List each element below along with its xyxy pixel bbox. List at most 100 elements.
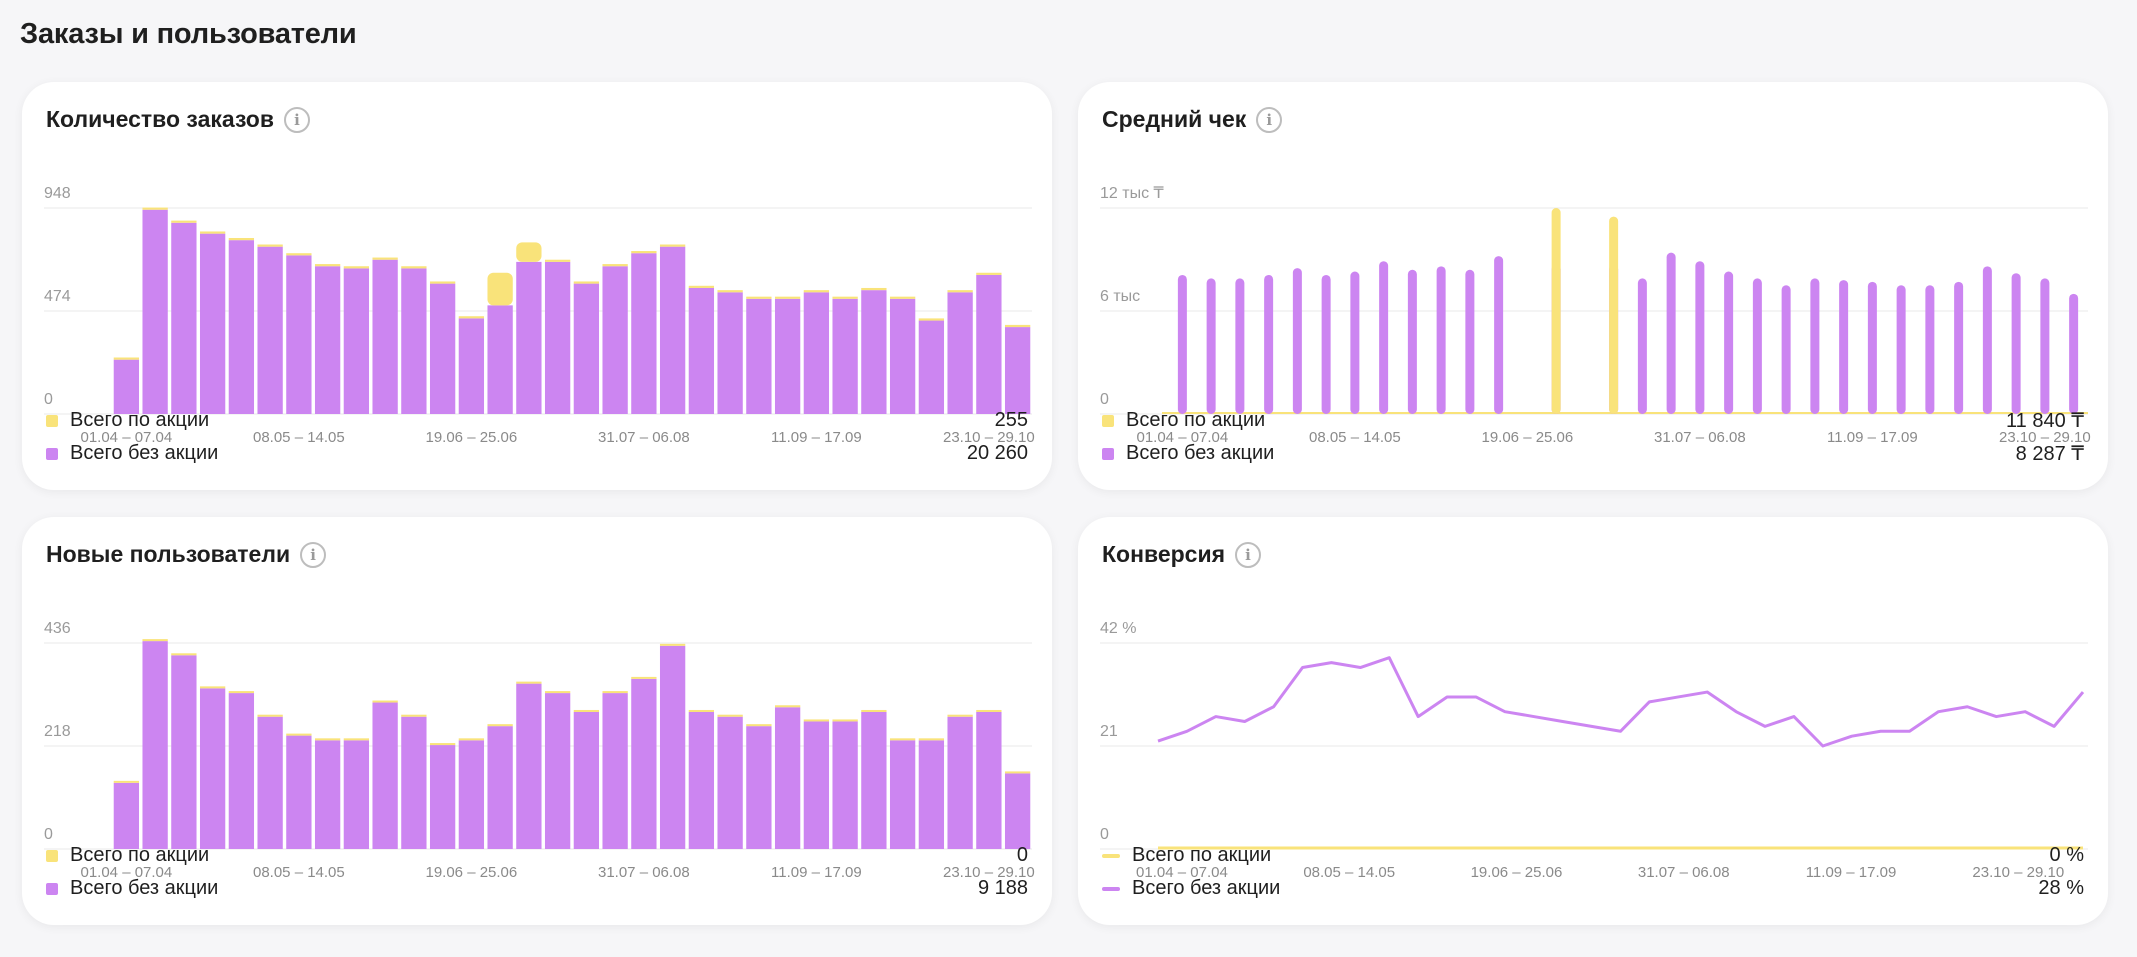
bar-promo (659, 244, 686, 247)
bar-promo (343, 738, 370, 741)
bar-promo (717, 714, 743, 717)
regular-marker (1102, 447, 1114, 460)
bar-promo (573, 281, 600, 284)
legend-value: 255 (994, 409, 1028, 431)
bar-promo (717, 290, 743, 293)
bar-regular (889, 740, 916, 849)
legend-row-regular[interactable]: Всего без акции 20 260 (46, 437, 1028, 470)
orders-title-text: Количество заказов (46, 106, 274, 132)
legend-row-promo[interactable]: Всего по акции 0 (46, 839, 1028, 872)
bar-promo (401, 266, 427, 269)
legend-row-regular[interactable]: Всего без акции 28 % (1102, 872, 2084, 905)
bar-promo (746, 296, 772, 299)
bar-promo (544, 259, 571, 262)
bar-promo (631, 676, 657, 679)
new-users-legend: Всего по акции 0 Всего без акции 9 188 (46, 839, 1028, 905)
bar-regular (1494, 256, 1504, 414)
bar-regular (746, 726, 772, 849)
y-tick-label: 6 тыс (1100, 288, 1140, 305)
avg-check-card: Средний чек i 12 тыс ₸ 6 тыс 0 01.04 – 07.0… (1078, 82, 2108, 490)
legend-label: Всего без акции (70, 442, 219, 464)
bar-regular (2069, 293, 2079, 414)
x-tick-label: 01.04 – 07.04 (80, 864, 172, 881)
bar-regular (861, 290, 887, 414)
legend-value: 8 287 ₸ (2015, 443, 2084, 465)
info-icon[interactable]: i (1235, 541, 1262, 568)
bar-promo (1609, 216, 1619, 414)
bar-regular (171, 655, 197, 849)
y-tick-label: 0 (1100, 826, 1109, 843)
orders-legend: Всего по акции 255 Всего без акции 20 26… (46, 404, 1028, 470)
x-tick-label: 31.07 – 06.08 (1654, 429, 1746, 446)
bar-promo (228, 237, 255, 241)
bar-promo (544, 691, 571, 694)
bar-promo (113, 780, 140, 783)
regular-line (1157, 656, 2085, 748)
bar-regular (1839, 280, 1849, 414)
bar-promo (659, 643, 686, 646)
info-icon[interactable]: i (284, 106, 310, 133)
x-tick-label: 19.06 – 25.06 (1471, 864, 1563, 881)
bar-regular (458, 318, 485, 414)
bar-promo (631, 251, 657, 254)
bar-regular (918, 740, 945, 849)
bar-regular (832, 298, 858, 414)
bar-regular (142, 209, 168, 414)
orders-card-title: Количество заказов i (46, 106, 310, 133)
conversion-title-text: Конверсия (1102, 541, 1226, 567)
legend-label: Всего без акции (1126, 442, 1275, 464)
bar-regular (257, 246, 283, 414)
info-icon[interactable]: i (300, 541, 327, 568)
bar-promo (142, 207, 168, 210)
legend-row-regular[interactable]: Всего без акции 8 287 ₸ (1102, 437, 2084, 470)
x-tick-label: 23.10 – 29.10 (943, 864, 1035, 881)
bar-promo (171, 220, 197, 223)
legend-value: 9 188 (977, 877, 1028, 899)
bar-promo (746, 724, 772, 727)
bar-promo (1004, 324, 1031, 328)
new-users-card: Новые пользователи i 436 218 0 01.04 – 07.0… (22, 517, 1052, 925)
bar-promo (314, 264, 341, 267)
bar-regular (631, 253, 657, 414)
x-tick-label: 23.10 – 29.10 (1999, 429, 2091, 446)
bar-regular (1436, 266, 1446, 414)
legend-row-promo[interactable]: Всего по акции 255 (46, 404, 1028, 437)
x-tick-label: 11.09 – 17.09 (1827, 429, 1918, 446)
y-tick-label: 948 (44, 185, 71, 202)
info-icon[interactable]: i (1256, 106, 1283, 133)
bar-regular (1695, 261, 1705, 414)
bar-regular (2011, 273, 2021, 414)
bar-promo (458, 738, 485, 741)
bar-regular (947, 292, 973, 414)
x-tick-label: 23.10 – 29.10 (943, 429, 1035, 446)
bar-regular (458, 740, 485, 849)
y-tick-label: 0 (44, 826, 53, 843)
bar-regular (401, 268, 427, 414)
bar-regular (487, 305, 513, 414)
bar-regular (1896, 285, 1906, 414)
bar-regular (746, 298, 772, 414)
bar-regular (314, 266, 341, 414)
bar-regular (314, 740, 341, 849)
legend-row-promo[interactable]: Всего по акции 0 % (1102, 839, 2084, 872)
bar-regular (573, 283, 600, 414)
promo-marker (1102, 414, 1114, 427)
x-tick-label: 31.07 – 06.08 (598, 429, 690, 446)
bar-regular (1925, 285, 1935, 414)
bar-promo (947, 290, 973, 293)
legend-row-promo[interactable]: Всего по акции 11 840 ₸ (1102, 404, 2084, 437)
bar-promo (573, 709, 600, 712)
bar-promo (372, 257, 398, 260)
bar-regular (1752, 278, 1762, 414)
x-tick-label: 08.05 – 14.05 (253, 864, 345, 881)
bar-promo (487, 272, 513, 306)
bar-regular (947, 716, 973, 849)
bar-promo (774, 705, 801, 708)
bar-regular (171, 222, 197, 414)
legend-row-regular[interactable]: Всего без акции 9 188 (46, 872, 1028, 905)
promo-line-marker (1102, 853, 1120, 858)
bar-regular (602, 693, 628, 849)
bar-promo (889, 738, 916, 741)
conversion-chart: 42 % 21 0 01.04 – 07.04 08.05 – 14.05 19.06 –… (1100, 620, 2088, 881)
bar-regular (1350, 271, 1360, 414)
